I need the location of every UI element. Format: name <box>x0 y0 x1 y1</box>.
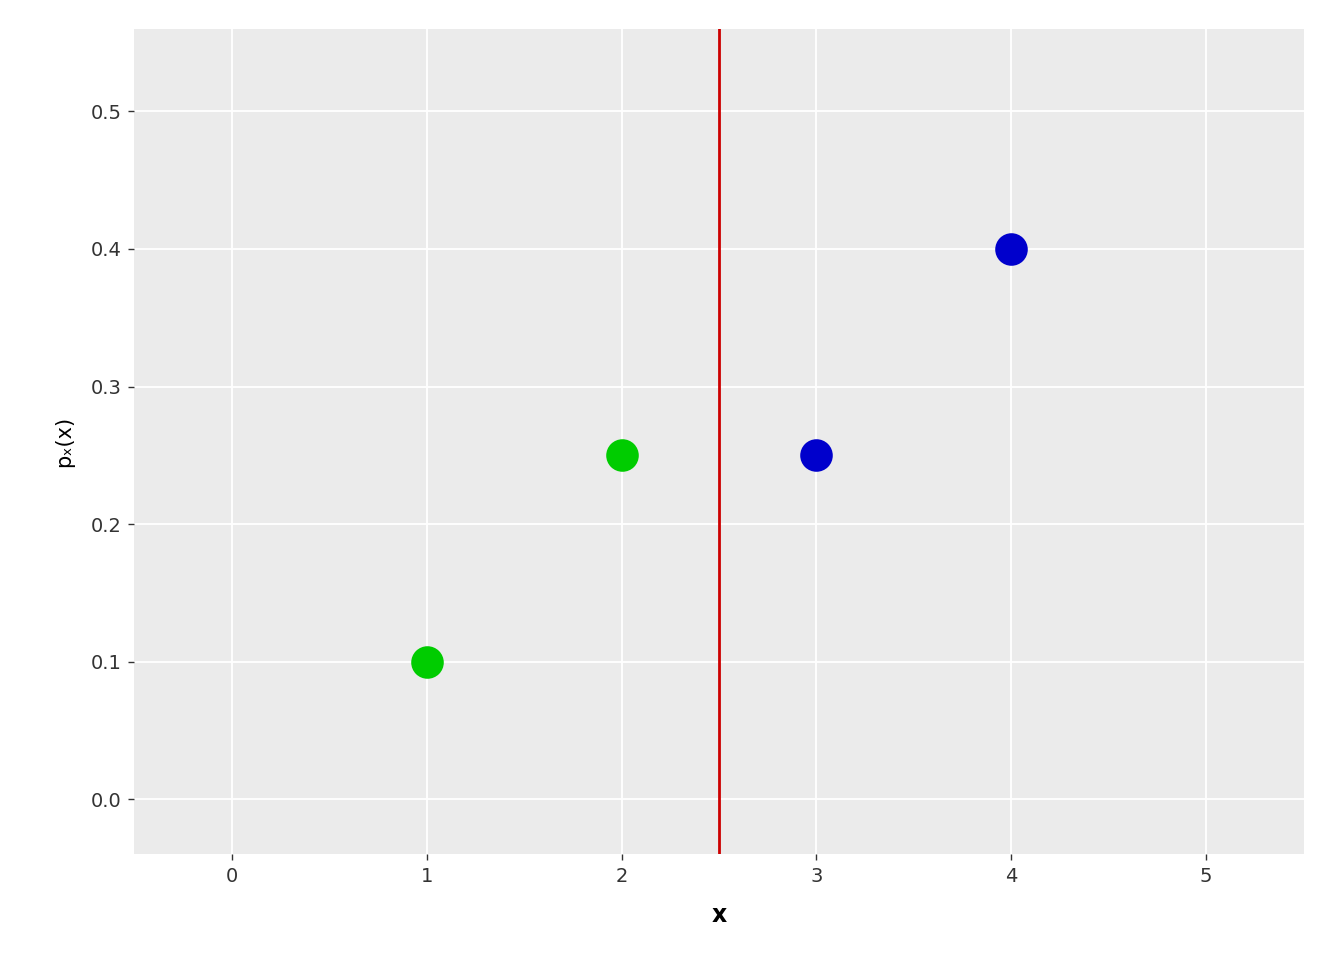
Point <box>417 654 438 669</box>
Y-axis label: pₓ(x): pₓ(x) <box>54 416 74 468</box>
Point <box>805 447 827 463</box>
X-axis label: x: x <box>711 902 727 926</box>
Point <box>1000 241 1021 256</box>
Point <box>610 447 632 463</box>
